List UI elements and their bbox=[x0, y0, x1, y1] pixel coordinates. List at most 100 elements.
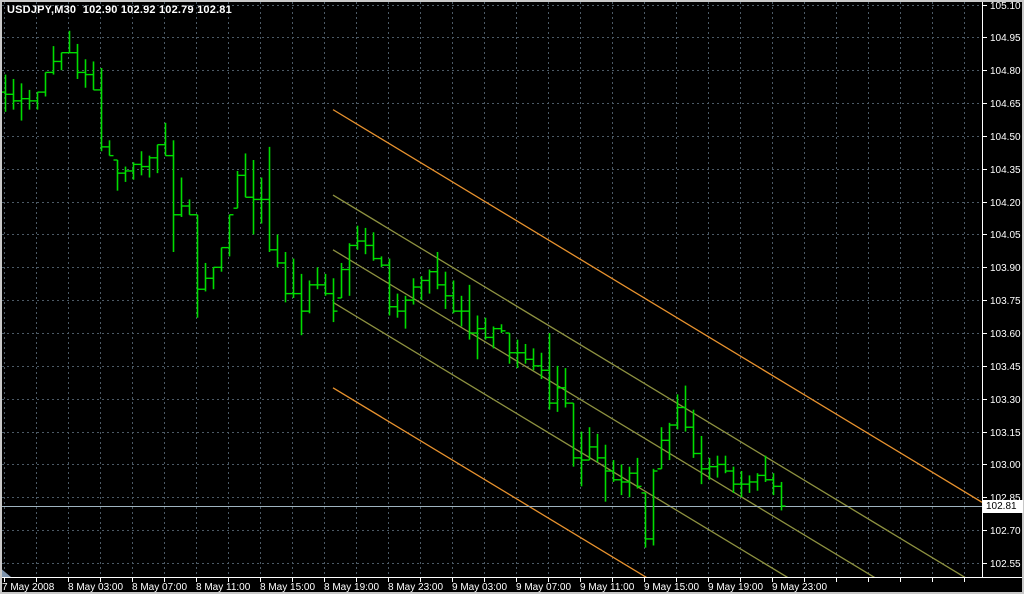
upper-orange-trendline[interactable] bbox=[332, 109, 982, 503]
ohlc-bar bbox=[169, 140, 178, 252]
time-axis-label: 8 May 03:00 bbox=[68, 582, 123, 593]
ohlc-bar bbox=[49, 46, 58, 75]
inner-olive-2-trendline[interactable] bbox=[332, 249, 982, 594]
ohlc-bar bbox=[185, 199, 194, 216]
lower-orange-trendline[interactable] bbox=[332, 387, 982, 594]
ohlc-bar bbox=[233, 170, 242, 209]
inner-olive-1-trendline[interactable] bbox=[332, 194, 982, 588]
ohlc-bar bbox=[521, 343, 530, 364]
ohlc-bar bbox=[601, 444, 610, 502]
ohlc-bar bbox=[673, 394, 682, 430]
ohlc-bar bbox=[73, 43, 82, 79]
ohlc-bar bbox=[393, 293, 402, 318]
ohlc-bar bbox=[249, 160, 258, 235]
ohlc-bar bbox=[369, 232, 378, 261]
ohlc-bar bbox=[81, 59, 90, 88]
price-axis-label: 102.55 bbox=[990, 559, 1021, 570]
time-axis-label: 9 May 23:00 bbox=[772, 582, 827, 593]
ohlc-bar bbox=[129, 162, 138, 180]
ohlc-bar bbox=[465, 284, 474, 340]
ohlc-bar bbox=[361, 227, 370, 255]
ohlc-bar bbox=[561, 368, 570, 408]
ohlc-bar bbox=[537, 352, 546, 380]
ohlc-bar bbox=[121, 166, 130, 182]
ohlc-bar bbox=[713, 455, 722, 478]
shift-marker-triangle bbox=[2, 569, 11, 577]
inner-olive-3-trendline[interactable] bbox=[332, 301, 982, 594]
ohlc-bar bbox=[577, 431, 586, 487]
ohlc-bar bbox=[641, 492, 650, 548]
ohlc-bar bbox=[225, 214, 234, 257]
ohlc-bar bbox=[193, 214, 202, 318]
ohlc-bar bbox=[473, 315, 482, 360]
price-axis[interactable] bbox=[982, 0, 1024, 577]
ohlc-bar bbox=[177, 177, 186, 217]
ohlc-bar bbox=[265, 146, 274, 252]
ohlc-bar bbox=[353, 225, 362, 250]
ohlc-bar bbox=[553, 365, 562, 412]
ohlc-bar bbox=[33, 91, 42, 110]
ohlc-bar bbox=[433, 251, 442, 290]
price-axis-label: 103.75 bbox=[990, 296, 1021, 307]
time-axis-label: 9 May 15:00 bbox=[644, 582, 699, 593]
price-axis-label: 103.15 bbox=[990, 428, 1021, 439]
ohlc-bar bbox=[9, 78, 18, 110]
ohlc-bar bbox=[289, 258, 298, 298]
ohlc-bar bbox=[593, 433, 602, 463]
grid bbox=[2, 2, 982, 577]
ohlc-bar bbox=[257, 177, 266, 224]
price-axis-label: 103.30 bbox=[990, 395, 1021, 406]
ohlc-bar bbox=[409, 278, 418, 305]
time-axis-label: 9 May 19:00 bbox=[708, 582, 763, 593]
time-axis-label: 8 May 11:00 bbox=[196, 582, 251, 593]
ohlc-bar bbox=[161, 122, 170, 157]
ohlc-bar bbox=[241, 153, 250, 198]
ohlc-bar bbox=[649, 468, 658, 546]
ohlc-bar bbox=[705, 457, 714, 480]
ohlc-bar bbox=[377, 256, 386, 268]
current-price-badge: 102.81 bbox=[983, 500, 1023, 513]
time-axis-label: 9 May 07:00 bbox=[516, 582, 571, 593]
chart-symbol-ohlc-overlay: USDJPY,M30 102.90 102.92 102.79 102.81 bbox=[7, 4, 232, 16]
time-axis-label: 9 May 03:00 bbox=[452, 582, 507, 593]
ohlc-bar bbox=[689, 409, 698, 458]
ohlc-bar bbox=[617, 464, 626, 496]
time-axis-label: 8 May 07:00 bbox=[132, 582, 187, 593]
price-axis-label: 104.65 bbox=[990, 99, 1021, 110]
ohlc-bar bbox=[41, 71, 50, 97]
ohlc-bar bbox=[481, 317, 490, 340]
ohlc-bar bbox=[457, 295, 466, 327]
time-axis-label: 8 May 19:00 bbox=[324, 582, 379, 593]
ohlc-bar bbox=[273, 234, 282, 268]
ohlc-bar bbox=[305, 280, 314, 314]
ohlc-bar bbox=[441, 271, 450, 309]
price-axis-label: 102.85 bbox=[990, 493, 1021, 504]
price-axis-label: 104.80 bbox=[990, 66, 1021, 77]
time-axis[interactable] bbox=[0, 577, 1024, 594]
ohlc-bar bbox=[721, 455, 730, 474]
ohlc-bar bbox=[97, 68, 106, 152]
price-axis-label: 104.35 bbox=[990, 165, 1021, 176]
price-axis-label: 102.70 bbox=[990, 526, 1021, 537]
ohlc-bar bbox=[25, 89, 34, 110]
ohlc-bar bbox=[585, 427, 594, 461]
plot-area[interactable] bbox=[2, 2, 983, 594]
ohlc-bar bbox=[505, 332, 514, 364]
price-axis-label: 105.10 bbox=[990, 1, 1021, 12]
ohlc-bar bbox=[425, 269, 434, 294]
price-axis-label: 104.05 bbox=[990, 230, 1021, 241]
price-axis-label: 103.00 bbox=[990, 460, 1021, 471]
ohlc-bar bbox=[209, 266, 218, 290]
ohlc-bar bbox=[2, 74, 10, 112]
ohlc-bar bbox=[529, 348, 538, 371]
ohlc-bar bbox=[737, 471, 746, 498]
ohlc-bar bbox=[217, 246, 226, 272]
ohlc-bar bbox=[145, 155, 154, 178]
ohlc-bar bbox=[681, 385, 690, 432]
ohlc-bar bbox=[545, 333, 554, 410]
time-axis-label: 8 May 15:00 bbox=[260, 582, 315, 593]
time-axis-label: 8 May 23:00 bbox=[388, 582, 443, 593]
